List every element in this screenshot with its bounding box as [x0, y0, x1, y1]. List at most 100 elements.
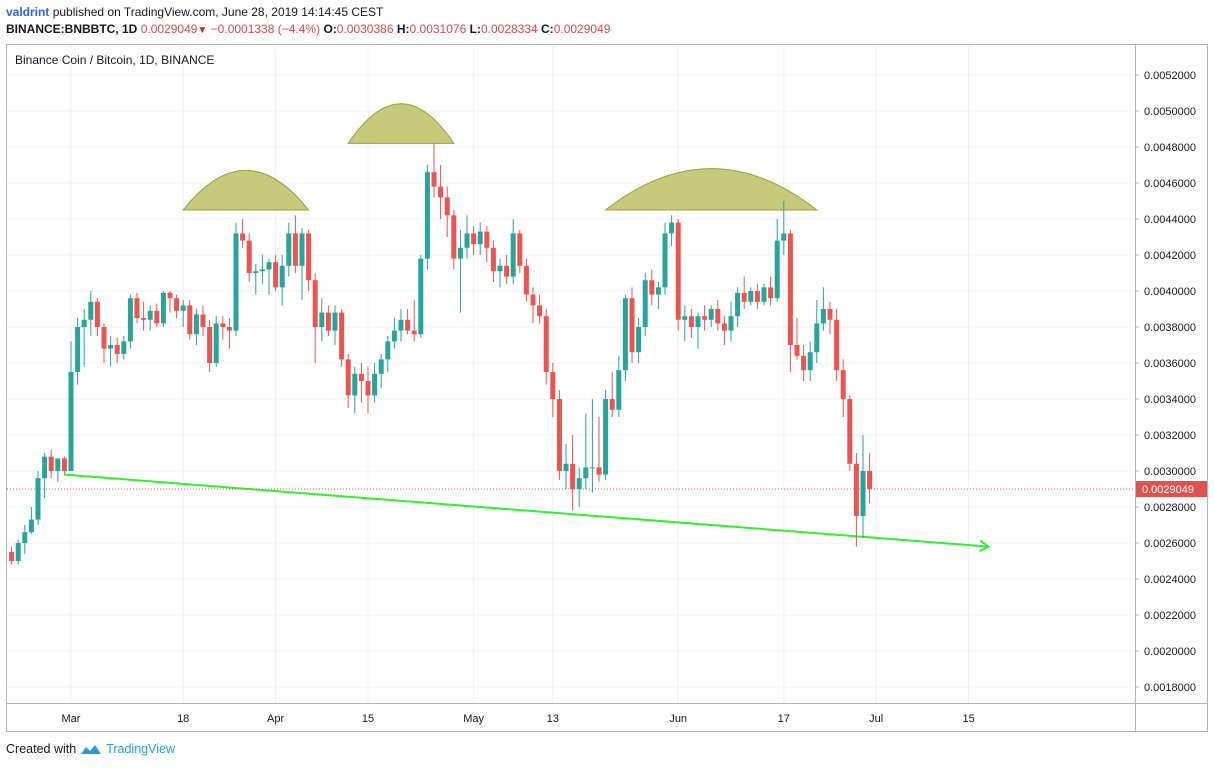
y-tick-label: 0.0044000	[1144, 214, 1196, 226]
time-axis[interactable]: Mar 18 Apr 15 May 13 Jun 17 Jul 15	[7, 703, 1207, 726]
candle-body	[81, 319, 87, 327]
candle-body	[405, 319, 411, 331]
candle-body	[312, 280, 318, 327]
candle-body	[708, 309, 714, 320]
candle-body	[286, 233, 292, 266]
candle-body	[15, 543, 21, 561]
candle-body	[266, 262, 272, 270]
x-tick-label: Jul	[869, 713, 883, 725]
chart-frame	[6, 44, 1208, 732]
candle-body	[490, 247, 496, 272]
candle-body	[438, 186, 444, 198]
candle-body	[702, 316, 708, 320]
candle-body	[240, 233, 246, 241]
price-change: −0.0001338 (−4.4%)	[210, 22, 321, 36]
candle-body	[636, 327, 642, 353]
candle-body	[787, 233, 793, 345]
candle-body	[504, 265, 510, 277]
candle-body	[768, 287, 774, 299]
candle-body	[418, 258, 424, 335]
candle-body	[642, 280, 648, 327]
candle-body	[108, 345, 114, 349]
author-name[interactable]: valdrint	[6, 5, 50, 19]
candle-body	[365, 381, 371, 396]
down-arrow-icon: ▼	[197, 25, 208, 36]
candle-body	[523, 265, 529, 295]
ohlc-line: BINANCE:BNBBTC, 1D 0.0029049▼ −0.0001338…	[6, 22, 610, 36]
drawings	[7, 103, 1135, 553]
candle-body	[464, 233, 470, 248]
candle-body	[497, 265, 503, 272]
low-value: 0.0028334	[480, 22, 538, 36]
price-axis[interactable]: 0.0052000 0.0050000 0.0048000 0.0046000 0.00…	[1135, 45, 1207, 731]
y-tick-label: 0.0048000	[1144, 142, 1196, 154]
candle-body	[9, 552, 15, 561]
candle-body	[721, 323, 727, 331]
x-tick-label: Apr	[267, 713, 284, 725]
candle-body	[537, 305, 543, 317]
open-value: 0.0030386	[336, 22, 394, 36]
candle-body	[292, 233, 298, 266]
y-tick-label: 0.0038000	[1144, 322, 1196, 334]
close-value: 0.0029049	[553, 22, 611, 36]
candle-body	[339, 312, 345, 360]
candle-body	[814, 323, 820, 353]
candle-body	[471, 233, 477, 245]
candle-body	[35, 478, 41, 520]
publish-line: valdrint published on TradingView.com, J…	[6, 5, 383, 19]
candle-body	[193, 314, 199, 335]
y-tick-label: 0.0030000	[1144, 466, 1196, 478]
y-tick-label: 0.0024000	[1144, 574, 1196, 586]
candle-body	[451, 215, 457, 259]
candle-body	[807, 352, 813, 371]
grid	[7, 45, 1135, 703]
candle-body	[444, 197, 450, 216]
candle-body	[827, 309, 833, 320]
candle-body	[735, 292, 741, 317]
y-tick-label: 0.0028000	[1144, 502, 1196, 514]
support-trendline	[64, 473, 989, 548]
candle-body	[649, 280, 655, 295]
candle-body	[75, 327, 81, 372]
candle-body	[372, 373, 378, 396]
candle-body	[603, 399, 609, 475]
candle-body	[167, 292, 173, 299]
candle-body	[213, 323, 219, 363]
y-tick-label: 0.0034000	[1144, 394, 1196, 406]
candle-body	[55, 458, 61, 471]
candle-body	[741, 292, 747, 302]
candle-body	[728, 316, 734, 331]
footer: Created with TradingView	[6, 742, 175, 756]
candle-body	[398, 319, 404, 331]
candle-body	[847, 399, 853, 464]
candle-body	[431, 172, 437, 187]
candle-body	[576, 478, 582, 489]
candle-body	[101, 327, 107, 349]
candle-body	[246, 240, 252, 273]
chart-title: Binance Coin / Bitcoin, 1D, BINANCE	[15, 53, 214, 67]
candle-body	[391, 330, 397, 342]
last-price: 0.0029049	[140, 22, 198, 36]
candle-body	[596, 467, 602, 475]
candle-body	[134, 298, 140, 318]
x-tick-label: Mar	[62, 713, 81, 725]
candle-body	[794, 345, 800, 356]
y-tick-label: 0.0026000	[1144, 538, 1196, 550]
x-tick-label: 15	[962, 713, 974, 725]
candle-body	[200, 314, 206, 327]
candle-body	[279, 265, 285, 288]
x-tick-label: 15	[362, 713, 374, 725]
tradingview-brand[interactable]: TradingView	[106, 742, 175, 756]
candle-body	[589, 467, 595, 469]
candle-body	[141, 318, 147, 320]
high-value: 0.0031076	[409, 22, 467, 36]
candle-body	[61, 458, 67, 471]
candle-body	[662, 233, 668, 288]
candle-body	[748, 291, 754, 302]
resistance-dome	[347, 103, 455, 144]
candle-body	[411, 330, 417, 335]
created-with-text: Created with	[6, 742, 77, 756]
candle-body	[781, 233, 787, 241]
candle-body	[669, 222, 675, 234]
